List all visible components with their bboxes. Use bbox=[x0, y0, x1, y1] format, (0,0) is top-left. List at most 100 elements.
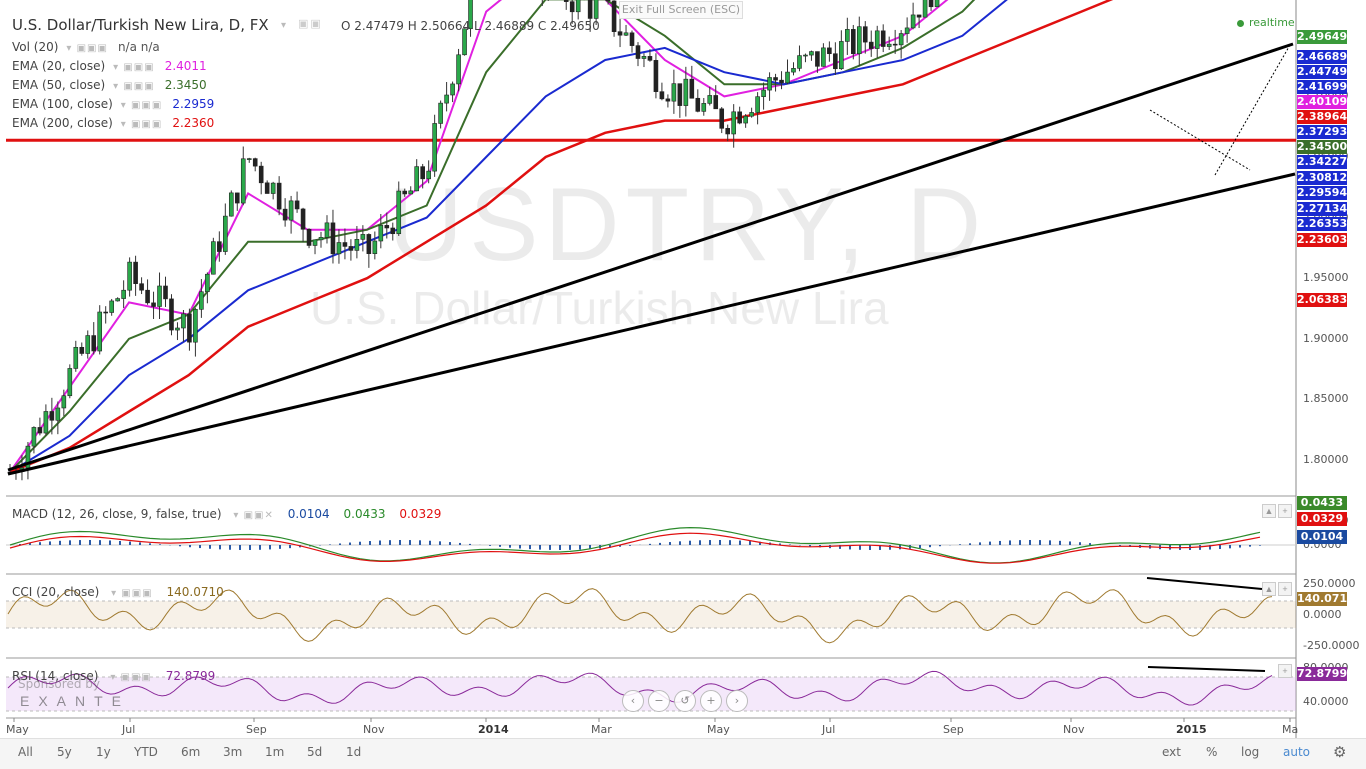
candle-body bbox=[282, 208, 288, 221]
rsi-pane-add-icon[interactable]: + bbox=[1278, 664, 1292, 678]
settings-gear-icon[interactable]: ⚙ bbox=[1333, 743, 1347, 761]
candle-body bbox=[240, 158, 246, 204]
rsi-line[interactable] bbox=[7, 670, 1273, 706]
range-button[interactable]: All bbox=[18, 745, 33, 759]
zoom-in-icon[interactable]: + bbox=[700, 690, 722, 712]
trendline-lower[interactable] bbox=[7, 172, 1296, 476]
time-axis-label: May bbox=[707, 723, 730, 736]
rsi-divergence-line[interactable] bbox=[1147, 666, 1266, 672]
candle-body bbox=[139, 283, 144, 291]
candle-body bbox=[288, 200, 294, 221]
reset-icon[interactable]: ↺ bbox=[674, 690, 696, 712]
range-button[interactable]: 1m bbox=[265, 745, 285, 759]
candle-body bbox=[767, 77, 772, 91]
candle-body bbox=[605, 0, 611, 2]
cci-divergence-line[interactable] bbox=[1146, 577, 1263, 590]
candle-body bbox=[898, 33, 904, 46]
candle-body bbox=[809, 51, 814, 56]
time-axis-label: Ma bbox=[1282, 723, 1299, 736]
trendline-dotted-b[interactable] bbox=[1214, 44, 1291, 176]
macd-line[interactable] bbox=[9, 526, 1261, 564]
realtime-status: realtime bbox=[1237, 16, 1295, 29]
candle-body bbox=[910, 14, 916, 29]
candle-body bbox=[719, 108, 725, 129]
candle-body bbox=[97, 311, 103, 352]
macd-signal-line[interactable] bbox=[9, 532, 1261, 564]
indicator-controls-icon[interactable]: ▾ ▣▣▣ bbox=[113, 62, 155, 73]
ema-series-line[interactable] bbox=[9, 0, 1260, 473]
cci-pane-up-icon[interactable]: ▲ bbox=[1262, 582, 1276, 596]
candle-body bbox=[462, 28, 467, 56]
indicator-row[interactable]: EMA (200, close) ▾ ▣▣▣ 2.2360 bbox=[12, 116, 214, 130]
symbol-dropdown-icon[interactable]: ▾ bbox=[281, 20, 287, 31]
indicator-row[interactable]: Vol (20) ▾ ▣▣▣ n/a n/a bbox=[12, 40, 160, 54]
macd-pane-up-icon[interactable]: ▲ bbox=[1262, 504, 1276, 518]
candle-body bbox=[659, 91, 665, 100]
candle-body bbox=[731, 111, 736, 135]
candle-body bbox=[49, 411, 55, 421]
symbol-settings-icons[interactable]: ▣▣ bbox=[298, 17, 323, 30]
candle-body bbox=[450, 83, 455, 96]
ema-series-line[interactable] bbox=[9, 0, 1260, 473]
candle-body bbox=[623, 32, 629, 36]
axis-mode-button[interactable]: % bbox=[1206, 745, 1218, 759]
price-tag: 2.27134 bbox=[1297, 202, 1348, 216]
price-tag: 2.23603 bbox=[1297, 233, 1348, 247]
macd-controls-icon[interactable]: ▾ ▣▣✕ bbox=[233, 510, 274, 521]
rsi-controls-icon[interactable]: ▾ ▣▣▣ bbox=[110, 672, 152, 683]
indicator-row[interactable]: EMA (50, close) ▾ ▣▣▣ 2.3450 bbox=[12, 78, 207, 92]
range-button[interactable]: 5d bbox=[307, 745, 323, 759]
price-tag: 2.37293 bbox=[1297, 125, 1348, 139]
candle-body bbox=[635, 45, 641, 59]
indicator-controls-icon[interactable]: ▾ ▣▣▣ bbox=[66, 43, 108, 54]
candle-body bbox=[414, 166, 419, 192]
time-axis-label: Sep bbox=[246, 723, 267, 736]
range-button[interactable]: 3m bbox=[223, 745, 243, 759]
range-button[interactable]: 1y bbox=[96, 745, 111, 759]
indicator-controls-icon[interactable]: ▾ ▣▣▣ bbox=[120, 119, 163, 130]
indicator-controls-icon[interactable]: ▾ ▣▣▣ bbox=[113, 81, 155, 92]
sponsor-brand[interactable]: EXANTE bbox=[20, 693, 131, 709]
candle-body bbox=[390, 227, 396, 235]
scroll-right-icon[interactable]: › bbox=[726, 690, 748, 712]
indicator-row[interactable]: EMA (100, close) ▾ ▣▣▣ 2.2959 bbox=[12, 97, 214, 111]
sponsor-text: Sponsored by bbox=[18, 677, 100, 691]
cci-controls-icon[interactable]: ▾ ▣▣▣ bbox=[111, 588, 153, 599]
macd-pane-add-icon[interactable]: + bbox=[1278, 504, 1292, 518]
macd-legend: MACD (12, 26, close, 9, false, true) ▾ ▣… bbox=[12, 507, 441, 521]
exit-fullscreen-button[interactable]: Exit Full Screen (ESC) bbox=[619, 1, 743, 19]
indicator-value: 2.2360 bbox=[172, 116, 215, 130]
rsi-axis-label: 40.0000 bbox=[1303, 695, 1349, 708]
candle-body bbox=[169, 298, 174, 331]
price-tag: 2.06383 bbox=[1297, 293, 1348, 307]
candle-body bbox=[199, 291, 204, 310]
macd-tag: 0.0104 bbox=[1297, 530, 1347, 544]
indicator-value: n/a n/a bbox=[117, 40, 160, 54]
range-button[interactable]: YTD bbox=[134, 745, 158, 759]
candle-body bbox=[773, 77, 778, 81]
indicator-row[interactable]: EMA (20, close) ▾ ▣▣▣ 2.4011 bbox=[12, 59, 207, 73]
candle-body bbox=[856, 26, 862, 55]
candle-body bbox=[426, 170, 431, 180]
axis-mode-button[interactable]: ext bbox=[1162, 745, 1181, 759]
cci-axis-label: 250.0000 bbox=[1303, 577, 1356, 590]
ema-series-line[interactable] bbox=[9, 0, 1260, 474]
axis-mode-button[interactable]: auto bbox=[1283, 745, 1311, 759]
scroll-left-icon[interactable]: ‹ bbox=[622, 690, 644, 712]
cci-line[interactable] bbox=[7, 588, 1273, 644]
cci-legend: CCI (20, close) ▾ ▣▣▣ 140.0710 bbox=[12, 585, 224, 599]
range-button[interactable]: 6m bbox=[181, 745, 201, 759]
candle-body bbox=[880, 30, 886, 47]
candle-body bbox=[629, 32, 635, 46]
price-tag: 2.44749 bbox=[1297, 65, 1348, 79]
trendline-upper[interactable] bbox=[7, 42, 1294, 472]
cci-pane-add-icon[interactable]: + bbox=[1278, 582, 1292, 596]
zoom-out-icon[interactable]: − bbox=[648, 690, 670, 712]
range-button[interactable]: 1d bbox=[346, 745, 362, 759]
axis-mode-button[interactable]: log bbox=[1241, 745, 1260, 759]
candle-body bbox=[904, 27, 910, 34]
range-button[interactable]: 5y bbox=[57, 745, 72, 759]
indicator-controls-icon[interactable]: ▾ ▣▣▣ bbox=[120, 100, 163, 111]
trendline-dotted-a[interactable] bbox=[1149, 109, 1251, 171]
